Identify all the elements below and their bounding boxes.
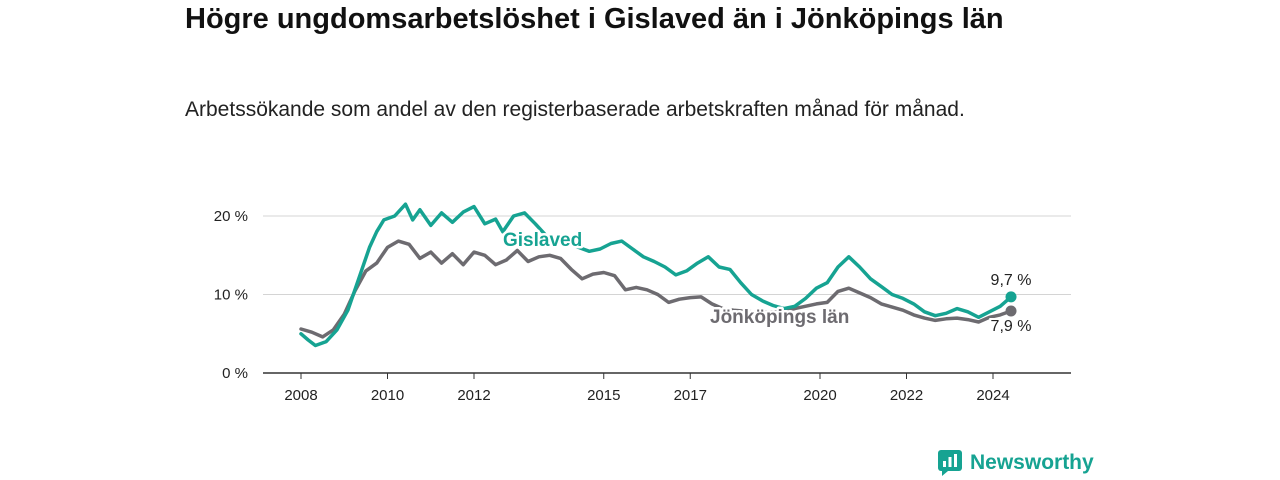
chart-title: Högre ungdomsarbetslöshet i Gislaved än … [185, 3, 1004, 35]
brand-name: Newsworthy [970, 451, 1094, 474]
x-tick-label: 2010 [371, 387, 404, 404]
x-tick-label: 2017 [674, 387, 707, 404]
series-line-jonkopings-lan [299, 239, 1013, 339]
newsworthy-logo-icon [938, 450, 962, 476]
end-label-gislaved: 9,7 % [991, 272, 1032, 289]
x-tick-label: 2015 [587, 387, 620, 404]
x-tick-label: 2008 [284, 387, 317, 404]
series-labels: Gislaved Jönköpings län 9,7 % 7,9 % [501, 228, 1034, 338]
series-line-gislaved [299, 202, 1013, 348]
x-tick-label: 2020 [803, 387, 836, 404]
y-axis-ticks: 0 % 10 % 20 % [214, 208, 248, 382]
y-tick-label: 10 % [214, 287, 248, 304]
x-tick-label: 2012 [457, 387, 490, 404]
end-point-jonkopings-lan [1005, 305, 1017, 317]
newsworthy-brand: Newsworthy [938, 448, 1094, 478]
end-label-jonkopings-lan: 7,9 % [991, 318, 1032, 335]
gridlines [263, 215, 1071, 295]
x-tick-label: 2024 [976, 387, 1009, 404]
y-tick-label: 0 % [222, 365, 248, 382]
x-tick-label: 2022 [890, 387, 923, 404]
series-label-gislaved: Gislaved [503, 230, 582, 251]
chart-subtitle: Arbetssökande som andel av den registerb… [185, 98, 965, 121]
x-axis: 2008 2010 2012 2015 2017 2020 2022 2024 [263, 372, 1071, 404]
y-tick-label: 20 % [214, 208, 248, 225]
series-lines [299, 202, 1017, 348]
end-point-gislaved [1005, 291, 1017, 303]
series-label-jonkopings-lan: Jönköpings län [710, 307, 849, 328]
